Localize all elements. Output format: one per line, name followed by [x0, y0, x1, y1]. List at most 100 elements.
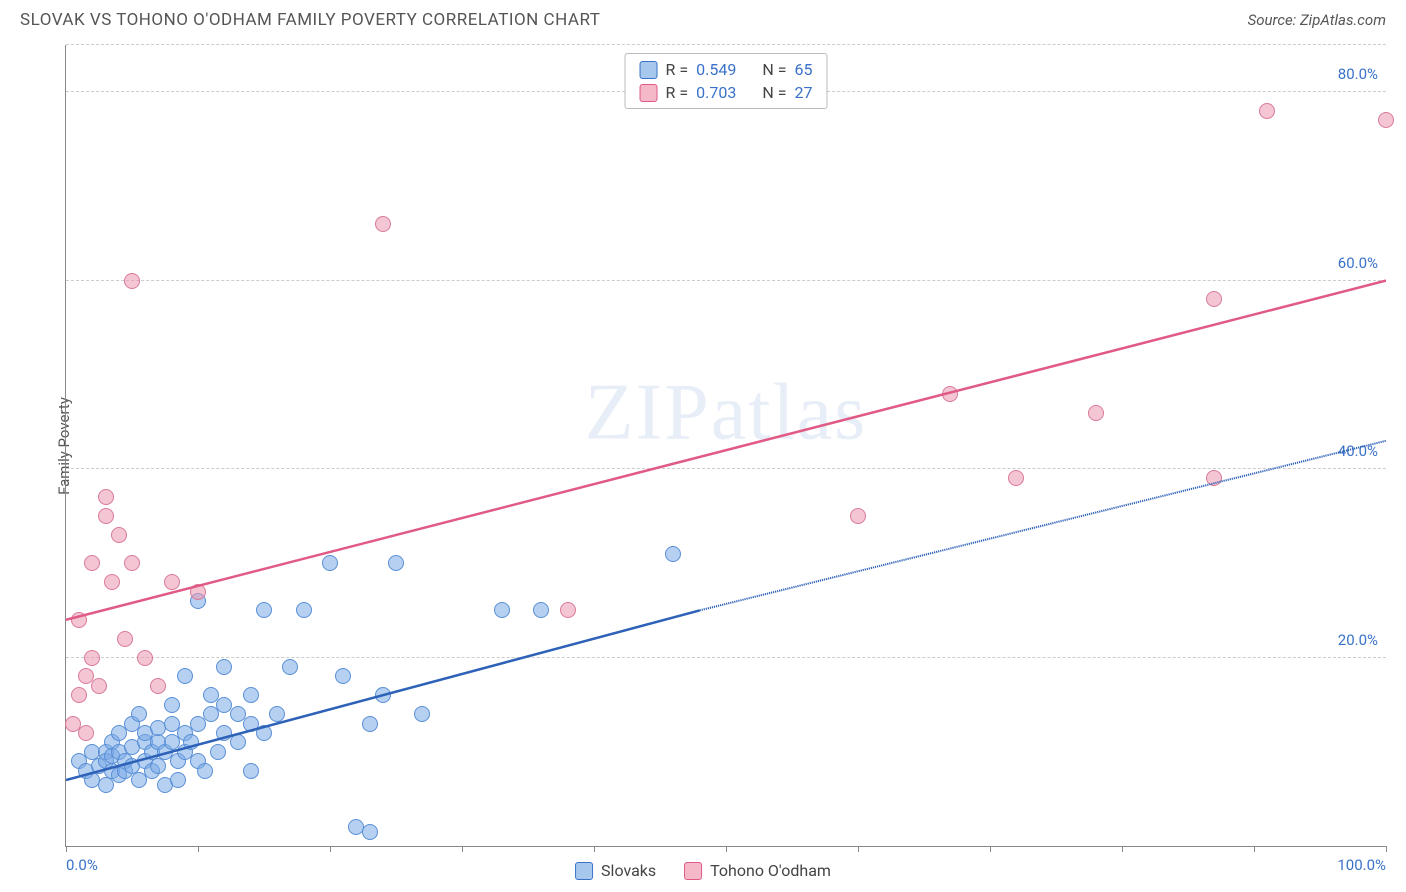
data-point [210, 744, 226, 760]
data-point [414, 706, 430, 722]
data-point [98, 508, 114, 524]
data-point [78, 725, 94, 741]
data-point [388, 555, 404, 571]
data-point [117, 631, 133, 647]
data-point [1378, 112, 1394, 128]
legend-n-label: N = [762, 60, 786, 79]
xtick [1122, 846, 1123, 852]
xtick [1254, 846, 1255, 852]
watermark: ZIPatlas [585, 368, 868, 459]
plot-region: ZIPatlas 20.0%40.0%60.0%80.0%0.0%100.0%R… [65, 45, 1386, 847]
data-point [216, 659, 232, 675]
data-point [124, 555, 140, 571]
data-point [91, 678, 107, 694]
data-point [1008, 470, 1024, 486]
data-point [131, 706, 147, 722]
data-point [230, 734, 246, 750]
data-point [296, 602, 312, 618]
legend-r-label: R = [666, 83, 689, 102]
legend-item: Tohono O'odham [684, 861, 831, 880]
ytick-label: 20.0% [1338, 631, 1378, 649]
xlim-label-min: 0.0% [66, 856, 98, 874]
legend-swatch [575, 862, 593, 880]
legend-n-value: 65 [794, 60, 812, 79]
xtick [198, 846, 199, 852]
chart-area: Family Poverty ZIPatlas 20.0%40.0%60.0%8… [50, 45, 1386, 847]
data-point [560, 602, 576, 618]
legend-correlation: R = 0.549 N = 65 R = 0.703 N = 27 [625, 53, 828, 109]
data-point [71, 612, 87, 628]
data-point [256, 602, 272, 618]
xtick [462, 846, 463, 852]
data-point [256, 725, 272, 741]
data-point [170, 772, 186, 788]
data-point [942, 386, 958, 402]
legend-r-value: 0.549 [696, 60, 736, 79]
gridline [66, 280, 1386, 281]
gridline [66, 657, 1386, 658]
data-point [243, 687, 259, 703]
xlim-label-max: 100.0% [1337, 856, 1386, 874]
data-point [84, 555, 100, 571]
legend-label: Tohono O'odham [710, 861, 831, 880]
xtick [990, 846, 991, 852]
data-point [71, 687, 87, 703]
data-point [375, 687, 391, 703]
data-point [164, 697, 180, 713]
legend-swatch [640, 84, 658, 102]
legend-r-label: R = [666, 60, 689, 79]
ytick-label: 60.0% [1338, 254, 1378, 272]
data-point [150, 678, 166, 694]
data-point [1088, 405, 1104, 421]
data-point [282, 659, 298, 675]
data-point [137, 650, 153, 666]
xtick [330, 846, 331, 852]
data-point [1259, 103, 1275, 119]
ytick-label: 80.0% [1338, 65, 1378, 83]
data-point [850, 508, 866, 524]
data-point [533, 602, 549, 618]
data-point [269, 706, 285, 722]
data-point [362, 716, 378, 732]
xtick [858, 846, 859, 852]
xtick [594, 846, 595, 852]
gridline [66, 44, 1386, 45]
data-point [335, 668, 351, 684]
data-point [164, 574, 180, 590]
data-point [1206, 291, 1222, 307]
data-point [665, 546, 681, 562]
data-point [375, 216, 391, 232]
xtick [726, 846, 727, 852]
data-point [322, 555, 338, 571]
legend-swatch [684, 862, 702, 880]
chart-source: Source: ZipAtlas.com [1248, 11, 1386, 29]
data-point [362, 824, 378, 840]
data-point [190, 584, 206, 600]
chart-header: SLOVAK VS TOHONO O'ODHAM FAMILY POVERTY … [0, 0, 1406, 30]
data-point [183, 734, 199, 750]
gridline [66, 468, 1386, 469]
data-point [124, 273, 140, 289]
ytick-label: 40.0% [1338, 442, 1378, 460]
legend-r-value: 0.703 [696, 83, 736, 102]
data-point [104, 574, 120, 590]
legend-bottom: Slovaks Tohono O'odham [575, 861, 831, 880]
xtick [66, 846, 67, 852]
legend-label: Slovaks [601, 861, 656, 880]
data-point [98, 489, 114, 505]
legend-n-value: 27 [794, 83, 812, 102]
data-point [243, 763, 259, 779]
data-point [150, 758, 166, 774]
data-point [177, 668, 193, 684]
legend-item: Slovaks [575, 861, 656, 880]
chart-title: SLOVAK VS TOHONO O'ODHAM FAMILY POVERTY … [20, 10, 600, 30]
legend-row: R = 0.703 N = 27 [640, 81, 813, 104]
legend-row: R = 0.549 N = 65 [640, 58, 813, 81]
data-point [1206, 470, 1222, 486]
data-point [494, 602, 510, 618]
data-point [111, 527, 127, 543]
xtick [1386, 846, 1387, 852]
legend-n-label: N = [762, 83, 786, 102]
data-point [197, 763, 213, 779]
data-point [84, 650, 100, 666]
